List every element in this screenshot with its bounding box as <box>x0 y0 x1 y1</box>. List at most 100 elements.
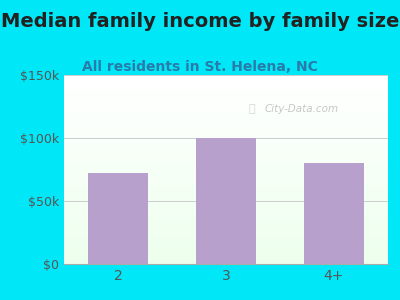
Bar <box>64 101 388 102</box>
Bar <box>64 125 388 126</box>
Bar <box>64 80 388 81</box>
Bar <box>64 115 388 116</box>
Bar <box>64 263 388 264</box>
Bar <box>64 94 388 95</box>
Bar <box>64 144 388 145</box>
Bar <box>64 212 388 213</box>
Text: All residents in St. Helena, NC: All residents in St. Helena, NC <box>82 60 318 74</box>
Text: ⓘ: ⓘ <box>249 104 255 114</box>
Bar <box>64 86 388 87</box>
Bar <box>64 241 388 242</box>
Bar <box>64 253 388 254</box>
Bar <box>64 234 388 235</box>
Bar <box>64 190 388 191</box>
Bar <box>64 182 388 183</box>
Bar <box>64 111 388 112</box>
Bar <box>64 194 388 195</box>
Bar <box>64 165 388 166</box>
Bar <box>64 152 388 153</box>
Bar <box>64 171 388 172</box>
Bar <box>64 230 388 231</box>
Bar <box>64 238 388 239</box>
Bar <box>64 97 388 98</box>
Bar <box>64 202 388 203</box>
Bar <box>64 157 388 158</box>
Bar <box>64 155 388 156</box>
Text: Median family income by family size: Median family income by family size <box>1 12 399 31</box>
Bar <box>64 169 388 170</box>
Bar <box>64 117 388 118</box>
Bar <box>64 139 388 140</box>
Bar <box>64 118 388 119</box>
Bar <box>64 192 388 193</box>
Bar <box>64 114 388 115</box>
Bar <box>64 251 388 252</box>
Bar <box>64 102 388 103</box>
Bar <box>64 196 388 197</box>
Bar <box>64 120 388 121</box>
Bar <box>64 151 388 152</box>
Bar <box>64 201 388 202</box>
Bar <box>64 93 388 94</box>
Bar <box>64 215 388 216</box>
Bar <box>64 225 388 226</box>
Bar <box>64 222 388 224</box>
Bar <box>64 221 388 222</box>
Bar <box>64 169 388 170</box>
Bar <box>64 244 388 245</box>
Bar <box>64 233 388 234</box>
Bar <box>64 156 388 157</box>
Bar <box>64 154 388 155</box>
Bar <box>64 216 388 217</box>
Bar <box>64 184 388 186</box>
Bar <box>64 107 388 108</box>
Bar <box>64 116 388 117</box>
Bar <box>64 166 388 167</box>
Bar <box>64 160 388 161</box>
Bar <box>64 158 388 159</box>
Bar <box>64 243 388 244</box>
Bar <box>64 183 388 184</box>
Bar <box>64 207 388 208</box>
Bar <box>64 108 388 109</box>
Bar <box>64 91 388 92</box>
Bar <box>64 136 388 137</box>
Bar <box>64 239 388 240</box>
Bar <box>64 142 388 143</box>
Bar <box>64 181 388 182</box>
Bar <box>64 145 388 146</box>
Bar <box>64 110 388 111</box>
Bar <box>64 200 388 201</box>
Bar <box>64 127 388 128</box>
Bar <box>64 198 388 199</box>
Bar <box>64 250 388 251</box>
Bar <box>64 167 388 168</box>
Bar <box>196 138 256 264</box>
Bar <box>64 129 388 130</box>
Bar <box>64 104 388 105</box>
Bar <box>64 96 388 97</box>
Bar <box>64 138 388 139</box>
Bar <box>64 118 388 119</box>
Bar <box>64 217 388 218</box>
Bar <box>64 95 388 96</box>
Bar <box>64 75 388 76</box>
Bar <box>64 121 388 122</box>
Bar <box>64 112 388 113</box>
Bar <box>64 256 388 257</box>
Bar <box>64 173 388 174</box>
Bar <box>64 180 388 181</box>
Bar <box>64 248 388 249</box>
Bar <box>64 249 388 250</box>
Bar <box>64 89 388 90</box>
Bar <box>64 84 388 86</box>
Bar <box>64 83 388 84</box>
Bar <box>64 203 388 205</box>
Bar <box>64 226 388 227</box>
Bar <box>64 134 388 136</box>
Bar <box>64 236 388 237</box>
Text: City-Data.com: City-Data.com <box>265 104 339 114</box>
Bar <box>64 162 388 163</box>
Bar <box>64 245 388 246</box>
Bar <box>64 119 388 120</box>
